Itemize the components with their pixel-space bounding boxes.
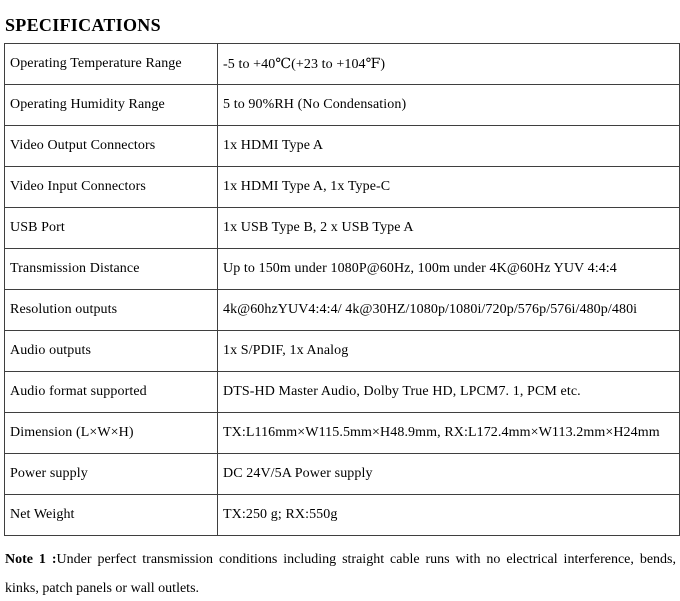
table-row: Audio outputs 1x S/PDIF, 1x Analog bbox=[4, 330, 680, 372]
table-row: Resolution outputs 4k@60hzYUV4:4:4/ 4k@3… bbox=[4, 289, 680, 331]
footnote-text: Under perfect transmission conditions in… bbox=[5, 552, 676, 596]
spec-label: USB Port bbox=[4, 207, 218, 249]
spec-value: 1x HDMI Type A bbox=[217, 125, 680, 167]
spec-value: 1x S/PDIF, 1x Analog bbox=[217, 330, 680, 372]
spec-value: 1x USB Type B, 2 x USB Type A bbox=[217, 207, 680, 249]
table-row: Power supply DC 24V/5A Power supply bbox=[4, 453, 680, 495]
page-title: SPECIFICATIONS bbox=[5, 15, 161, 35]
table-row: Dimension (L×W×H) TX:L116mm×W115.5mm×H48… bbox=[4, 412, 680, 454]
table-row: Operating Temperature Range -5 to +40℃(+… bbox=[4, 43, 680, 85]
spec-label: Audio outputs bbox=[4, 330, 218, 372]
spec-label: Power supply bbox=[4, 453, 218, 495]
spec-label: Dimension (L×W×H) bbox=[4, 412, 218, 454]
spec-value: -5 to +40℃(+23 to +104℉) bbox=[217, 43, 680, 85]
spec-value: 1x HDMI Type A, 1x Type-C bbox=[217, 166, 680, 208]
spec-label: Net Weight bbox=[4, 494, 218, 536]
spec-value: DC 24V/5A Power supply bbox=[217, 453, 680, 495]
footnote: Note 1 :Under perfect transmission condi… bbox=[5, 545, 676, 601]
spec-label: Resolution outputs bbox=[4, 289, 218, 331]
specifications-table: Operating Temperature Range -5 to +40℃(+… bbox=[4, 43, 680, 536]
spec-value: 5 to 90%RH (No Condensation) bbox=[217, 84, 680, 126]
spec-label: Video Input Connectors bbox=[4, 166, 218, 208]
spec-value: DTS-HD Master Audio, Dolby True HD, LPCM… bbox=[217, 371, 680, 413]
table-row: Video Input Connectors 1x HDMI Type A, 1… bbox=[4, 166, 680, 208]
table-row: Transmission Distance Up to 150m under 1… bbox=[4, 248, 680, 290]
spec-label: Transmission Distance bbox=[4, 248, 218, 290]
spec-label: Operating Humidity Range bbox=[4, 84, 218, 126]
spec-label: Video Output Connectors bbox=[4, 125, 218, 167]
table-row: Video Output Connectors 1x HDMI Type A bbox=[4, 125, 680, 167]
footnote-label: Note 1 : bbox=[5, 552, 57, 567]
spec-value: TX:L116mm×W115.5mm×H48.9mm, RX:L172.4mm×… bbox=[217, 412, 680, 454]
spec-value: Up to 150m under 1080P@60Hz, 100m under … bbox=[217, 248, 680, 290]
table-row: Net Weight TX:250 g; RX:550g bbox=[4, 494, 680, 536]
spec-label: Audio format supported bbox=[4, 371, 218, 413]
spec-value: TX:250 g; RX:550g bbox=[217, 494, 680, 536]
table-row: Audio format supported DTS-HD Master Aud… bbox=[4, 371, 680, 413]
spec-value: 4k@60hzYUV4:4:4/ 4k@30HZ/1080p/1080i/720… bbox=[217, 289, 680, 331]
table-row: USB Port 1x USB Type B, 2 x USB Type A bbox=[4, 207, 680, 249]
spec-label: Operating Temperature Range bbox=[4, 43, 218, 85]
table-row: Operating Humidity Range 5 to 90%RH (No … bbox=[4, 84, 680, 126]
